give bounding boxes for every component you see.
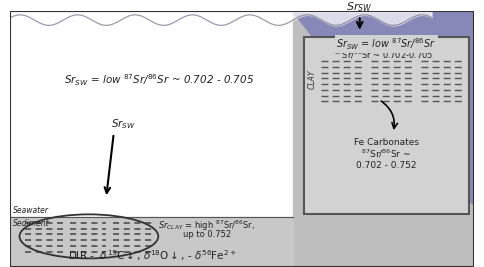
Text: $Sr_{SW}$ = low $^{87}$Sr/$^{86}$Sr ~ 0.702 - 0.705: $Sr_{SW}$ = low $^{87}$Sr/$^{86}$Sr ~ 0.… [63, 73, 254, 88]
Text: Ca - Mg Carbonates: Ca - Mg Carbonates [339, 41, 428, 49]
Text: $^{87}$Sr/$^{86}$Sr ~ 0.702-0.705: $^{87}$Sr/$^{86}$Sr ~ 0.702-0.705 [334, 48, 433, 61]
Text: DIR -  $\delta^{13}$C$\downarrow$, $\delta^{18}$O$\downarrow$, - $\delta^{56}$Fe: DIR - $\delta^{13}$C$\downarrow$, $\delt… [68, 248, 237, 263]
Text: $Sr_{SW}$: $Sr_{SW}$ [111, 117, 136, 131]
Text: Seawater: Seawater [13, 206, 49, 215]
Text: 0.702 - 0.752: 0.702 - 0.752 [356, 161, 417, 170]
Bar [293, 11, 473, 267]
Text: Fe Carbonates: Fe Carbonates [354, 138, 419, 147]
Text: up to 0.752: up to 0.752 [182, 230, 231, 239]
Text: Sediment: Sediment [13, 219, 50, 228]
Text: $Sr_{SW}$: $Sr_{SW}$ [347, 1, 373, 14]
Text: $Sr_{CLAY}$ = high $^{87}$Sr/$^{86}$Sr,: $Sr_{CLAY}$ = high $^{87}$Sr/$^{86}$Sr, [158, 219, 255, 233]
Text: $Sr_{SW}$ = low $^{87}$Sr/$^{86}$Sr: $Sr_{SW}$ = low $^{87}$Sr/$^{86}$Sr [336, 36, 437, 52]
FancyBboxPatch shape [304, 37, 469, 214]
Bar [11, 217, 293, 267]
Polygon shape [11, 11, 473, 205]
Text: CLAY: CLAY [307, 70, 317, 89]
Text: $^{87}$Sr/$^{86}$Sr ~: $^{87}$Sr/$^{86}$Sr ~ [362, 148, 411, 160]
